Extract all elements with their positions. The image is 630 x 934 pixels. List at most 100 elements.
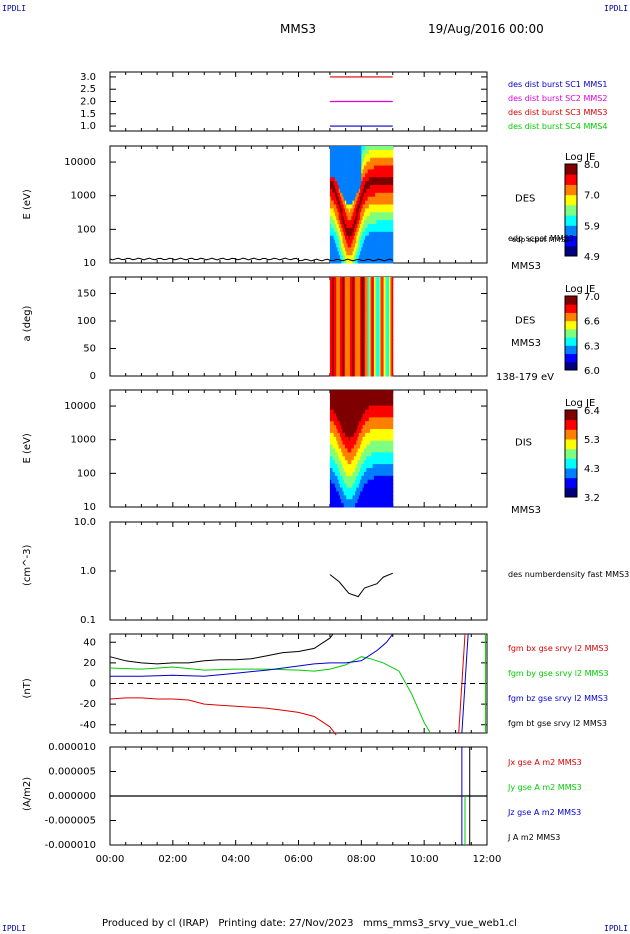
spectro-cell bbox=[348, 495, 351, 500]
spectro-cell bbox=[343, 208, 346, 213]
spectro-cell bbox=[355, 303, 357, 308]
spectro-cell bbox=[388, 247, 391, 252]
spectro-cell bbox=[336, 310, 338, 314]
spectro-cell bbox=[387, 235, 390, 241]
spectro-cell bbox=[358, 346, 361, 351]
spectro-cell bbox=[382, 413, 385, 418]
spectro-cell bbox=[333, 259, 336, 264]
spectro-cell bbox=[332, 471, 335, 477]
spectro-cell bbox=[377, 421, 380, 426]
spectro-cell bbox=[355, 212, 357, 217]
spectro-cell bbox=[344, 185, 347, 190]
spectro-cell bbox=[338, 359, 341, 364]
spectro-cell bbox=[390, 393, 392, 399]
spectro-cell bbox=[365, 326, 367, 331]
spectro-cell bbox=[356, 487, 359, 492]
y-axis-label-des_pitch: a (deg) bbox=[22, 305, 33, 341]
spectro-cell bbox=[382, 448, 385, 453]
spectro-cell bbox=[385, 227, 387, 233]
spectro-cell bbox=[338, 296, 341, 301]
spectro-cell bbox=[343, 296, 346, 301]
spectro-cell bbox=[368, 239, 371, 244]
spectro-cell bbox=[377, 362, 380, 367]
spectro-cell bbox=[331, 157, 333, 163]
spectro-cell bbox=[331, 491, 333, 496]
spectro-cell bbox=[351, 208, 354, 213]
spectro-cell bbox=[376, 196, 379, 202]
spacecraft-title: MMS3 bbox=[280, 22, 316, 36]
spectro-cell bbox=[387, 483, 390, 488]
spectro-cell bbox=[363, 296, 366, 301]
spectro-cell bbox=[382, 343, 385, 347]
spectro-cell bbox=[365, 409, 367, 414]
spectro-cell bbox=[338, 421, 341, 426]
spectro-cell bbox=[380, 329, 382, 334]
spectro-cell bbox=[331, 323, 333, 327]
spectro-cell bbox=[388, 204, 391, 209]
spectro-cell bbox=[372, 429, 375, 434]
spectro-cell bbox=[380, 306, 382, 311]
spectro-cell bbox=[386, 235, 389, 241]
spectro-cell bbox=[352, 200, 355, 205]
spectro-cell bbox=[342, 393, 345, 399]
spectro-cell bbox=[331, 436, 333, 442]
spectro-cell bbox=[373, 277, 376, 281]
spectro-cell bbox=[360, 362, 362, 367]
spectro-cell bbox=[343, 216, 346, 221]
spectro-cell bbox=[357, 401, 360, 407]
spectro-cell bbox=[360, 475, 362, 481]
spectro-cell bbox=[370, 231, 372, 237]
spectro-cell bbox=[329, 323, 332, 327]
spectro-cell bbox=[385, 436, 387, 442]
spectro-cell bbox=[353, 296, 356, 301]
spectro-cell bbox=[336, 359, 338, 364]
spectro-cell bbox=[339, 231, 342, 237]
spectro-cell bbox=[360, 212, 362, 217]
spectro-cell bbox=[387, 286, 390, 291]
spectro-cell bbox=[380, 393, 382, 399]
spectro-cell bbox=[347, 290, 350, 294]
spectro-cell bbox=[343, 188, 346, 194]
spectro-cell bbox=[332, 283, 335, 288]
spectro-cell bbox=[356, 366, 359, 370]
spectro-cell bbox=[381, 216, 384, 221]
spectro-cell bbox=[352, 401, 355, 407]
spectro-cell bbox=[377, 255, 380, 260]
spectro-cell bbox=[390, 227, 392, 233]
spectro-cell bbox=[342, 475, 345, 481]
spectro-cell bbox=[365, 495, 367, 500]
spectro-cell bbox=[331, 471, 333, 477]
spectro-cell bbox=[381, 235, 384, 241]
spectro-cell bbox=[367, 499, 370, 504]
spectro-cell bbox=[338, 336, 341, 341]
spectro-cell bbox=[347, 235, 350, 241]
spectro-cell bbox=[336, 220, 338, 225]
spectro-cell bbox=[370, 471, 372, 477]
spectro-cell bbox=[372, 286, 375, 291]
spectro-cell bbox=[366, 146, 369, 151]
spectro-cell bbox=[383, 316, 386, 321]
y-tick-label-des_energy: 10 bbox=[83, 258, 96, 269]
spectro-cell bbox=[329, 359, 332, 364]
spectro-cell bbox=[372, 200, 375, 205]
spectro-cell bbox=[386, 401, 389, 407]
spectro-cell bbox=[332, 235, 335, 241]
spectro-cell bbox=[362, 413, 365, 418]
spectro-cell bbox=[363, 393, 366, 399]
spectro-cell bbox=[387, 173, 390, 178]
spectro-cell bbox=[341, 296, 343, 301]
spectro-cell bbox=[333, 346, 336, 351]
spectro-cell bbox=[380, 440, 382, 446]
spectro-cell bbox=[351, 483, 354, 488]
spectro-cell bbox=[380, 429, 382, 434]
spectro-cell bbox=[358, 306, 361, 311]
spectro-cell bbox=[381, 366, 384, 370]
spectro-cell bbox=[343, 192, 346, 198]
spectro-cell bbox=[344, 146, 347, 151]
spectro-cell bbox=[372, 346, 375, 351]
spectro-cell bbox=[376, 468, 379, 473]
spectro-cell bbox=[373, 390, 376, 395]
spectro-cell bbox=[360, 310, 362, 314]
spectro-cell bbox=[351, 372, 354, 377]
spectro-cell bbox=[339, 185, 342, 190]
